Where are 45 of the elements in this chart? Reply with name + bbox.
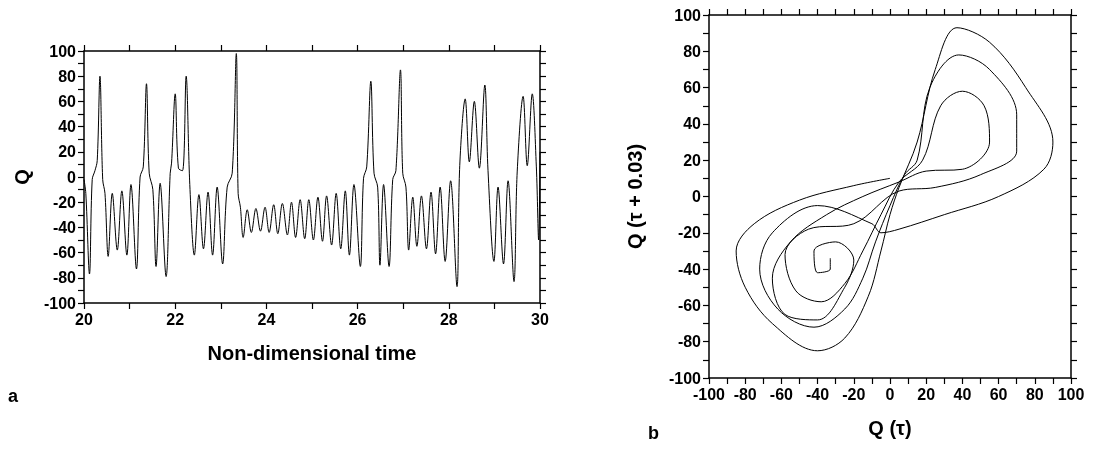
text: a (8, 386, 19, 406)
y-tick-label: 60 (58, 92, 77, 110)
y-tick-label: 100 (49, 42, 77, 60)
x-tick-label: 26 (348, 310, 367, 328)
y-tick-label: -100 (668, 369, 702, 387)
y-tick-label: 60 (683, 79, 702, 97)
y-tick-label: 40 (683, 115, 702, 133)
y-tick-label: 20 (683, 151, 702, 169)
x-tick-label: -60 (769, 385, 794, 403)
y-tick-label: -40 (677, 260, 702, 278)
x-tick-label: 0 (885, 385, 895, 403)
y-axis-title: Q (τ + 0.03) (624, 143, 646, 250)
y-tick-label: -80 (52, 269, 77, 287)
x-axis-title: Non-dimensional time (207, 342, 417, 364)
y-tick-label: 0 (67, 168, 77, 186)
x-tick-label: 22 (166, 310, 185, 328)
x-tick-label: -80 (733, 385, 757, 403)
x-tick-label: 24 (257, 310, 276, 328)
x-tick-label: 20 (75, 310, 93, 328)
y-tick-label: -60 (677, 296, 702, 314)
y-axis-title: Q (11, 169, 33, 185)
y-tick-label: -80 (677, 333, 702, 351)
y-tick-label: 20 (58, 143, 77, 161)
y-tick-label: -60 (52, 244, 77, 262)
line-series (735, 27, 1054, 352)
x-tick-label: 40 (953, 385, 972, 403)
x-tick-label: -20 (842, 385, 866, 403)
x-tick-label: 20 (917, 385, 936, 403)
y-tick-label: -100 (43, 294, 77, 312)
x-tick-label: 30 (531, 310, 549, 328)
y-tick-label: 80 (683, 42, 702, 60)
y-tick-label: 100 (674, 6, 702, 24)
x-tick-label: 100 (1057, 385, 1085, 403)
x-tick-label: 60 (989, 385, 1008, 403)
y-tick-label: -20 (52, 193, 77, 211)
x-tick-label: 28 (439, 310, 458, 328)
y-tick-label: -20 (677, 224, 702, 242)
x-axis-title: Q (τ) (868, 417, 912, 439)
y-tick-label: 0 (692, 188, 702, 205)
y-tick-label: -40 (52, 218, 77, 236)
text: b (648, 423, 659, 443)
x-tick-label: 80 (1025, 385, 1044, 403)
x-tick-label: -40 (806, 385, 830, 403)
y-tick-label: 40 (58, 118, 77, 136)
y-tick-label: 80 (58, 67, 77, 85)
